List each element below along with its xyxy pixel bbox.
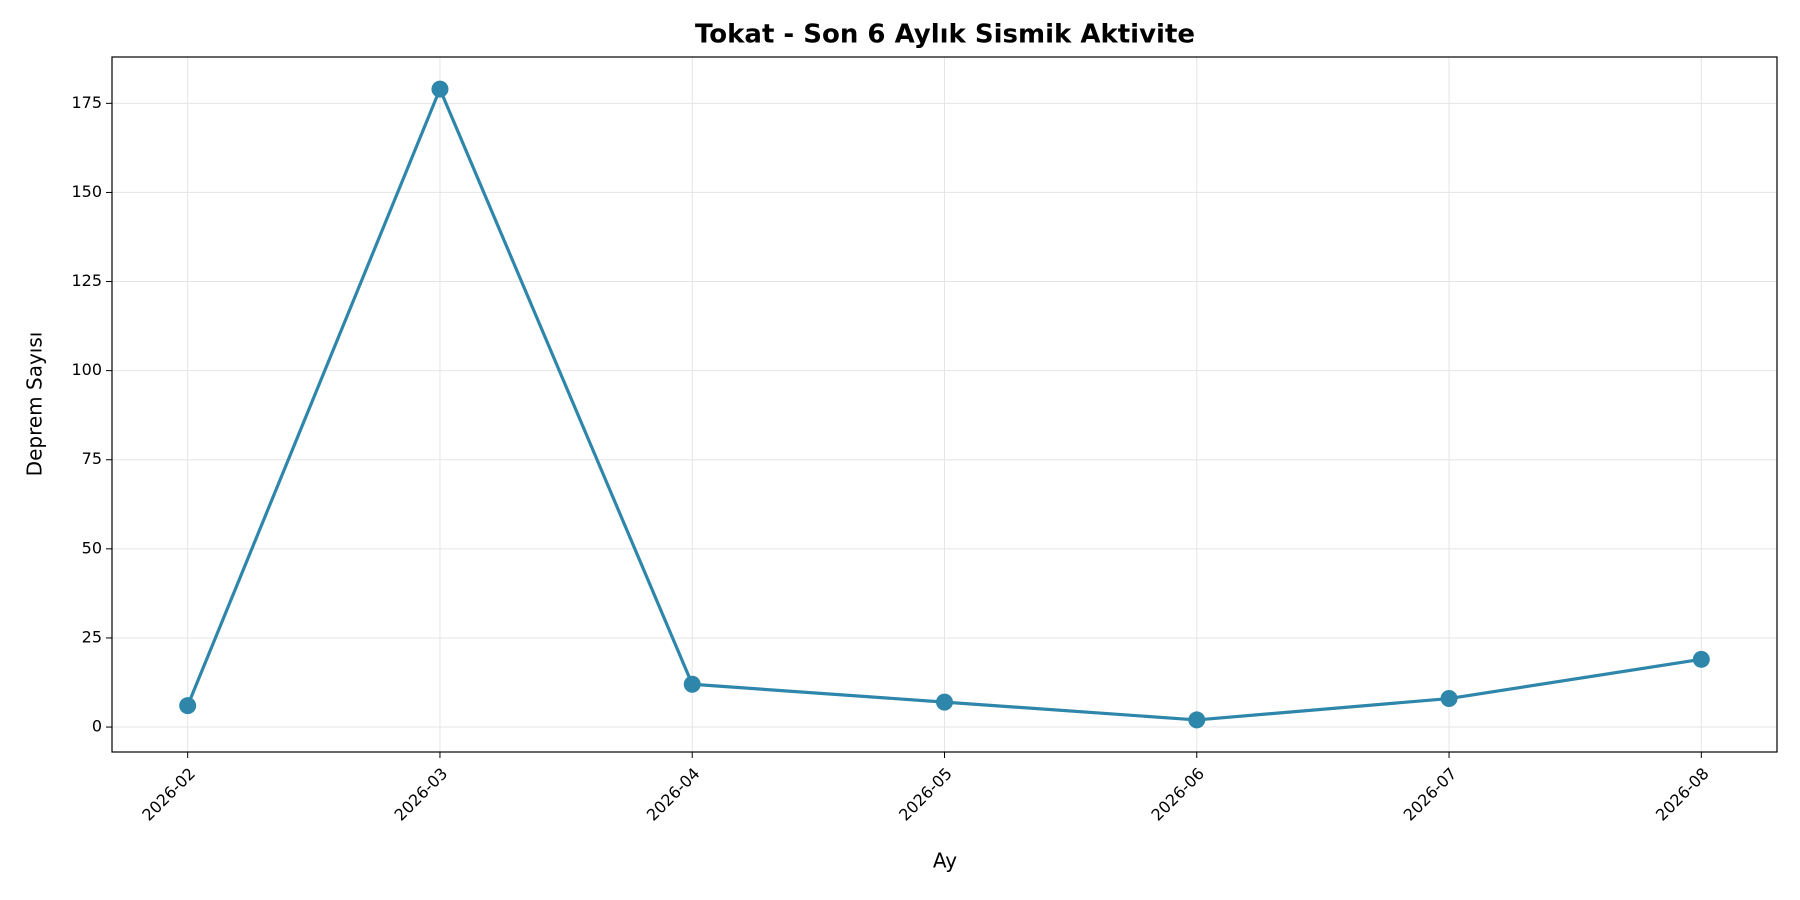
y-tick-label: 75 [82,449,102,468]
chart-title: Tokat - Son 6 Aylık Sismik Aktivite [695,20,1195,50]
marker [179,697,197,715]
y-tick-label: 150 [71,182,102,201]
y-tick-label: 50 [82,538,102,557]
marker [683,675,701,693]
marker [431,80,449,98]
marker [1188,711,1206,729]
y-tick-label: 0 [92,717,102,736]
marker [1440,690,1458,708]
y-tick-label: 125 [71,271,102,290]
marker [1692,650,1710,668]
plot-frame [111,56,1778,753]
marker [936,693,953,711]
y-axis-label: Deprem Sayısı [23,332,47,477]
x-axis-label: Ay [933,849,957,873]
y-tick-label: 25 [82,627,102,646]
y-tick-label: 175 [71,93,102,112]
y-tick-label: 100 [71,360,102,379]
